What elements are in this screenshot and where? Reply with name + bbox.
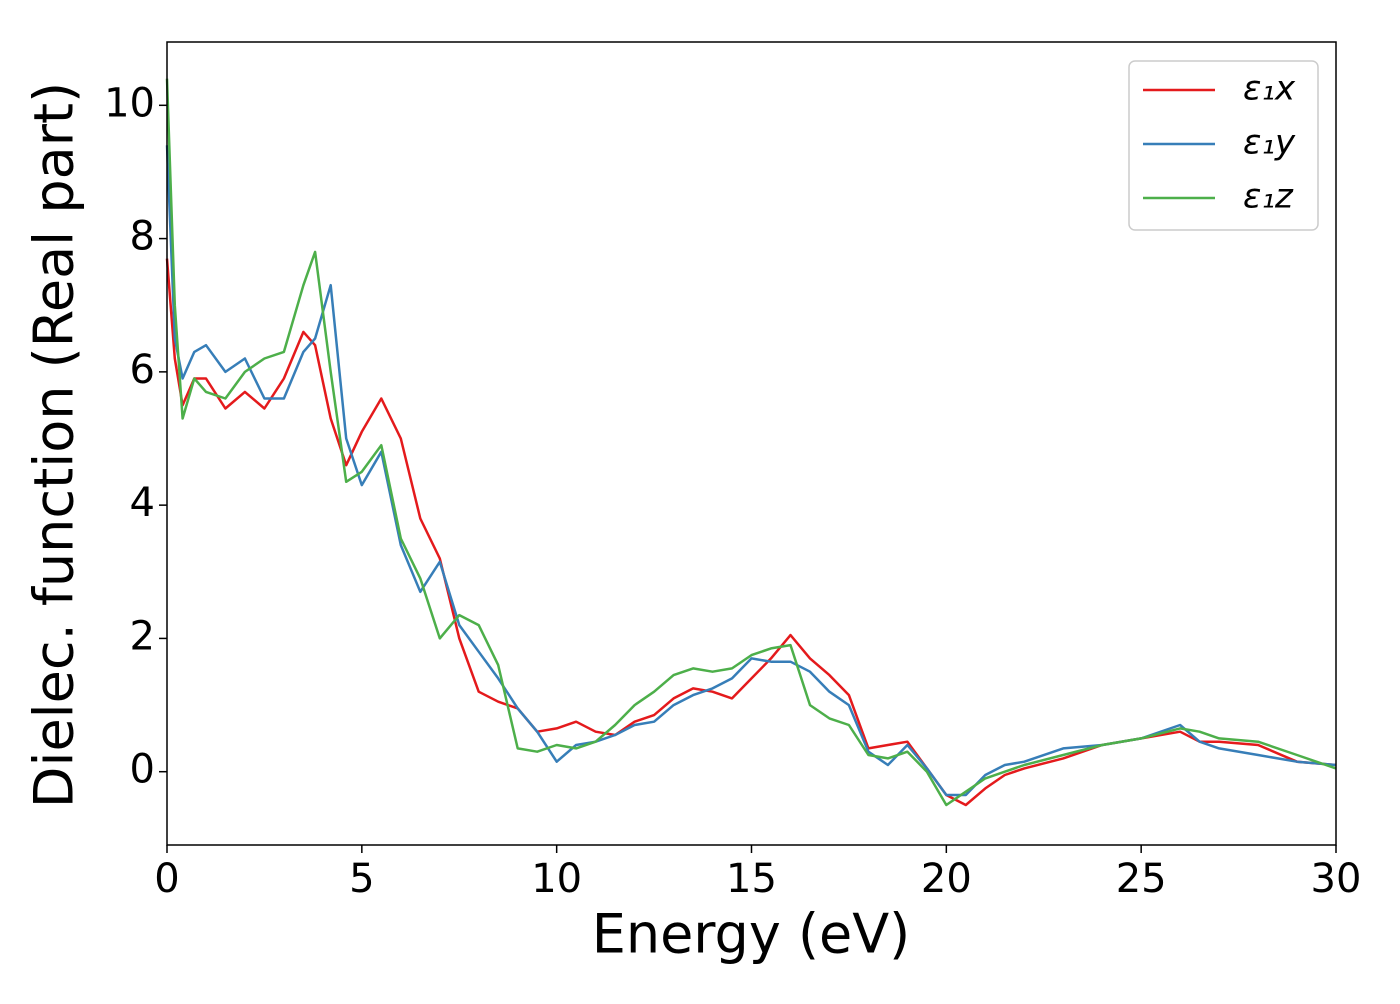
plot-frame <box>166 41 1337 846</box>
x-tick-label: 20 <box>921 856 972 902</box>
y-tick-label: 0 <box>130 747 155 793</box>
legend-box <box>1128 60 1319 231</box>
x-tick-label: 10 <box>531 856 582 902</box>
y-tick-label: 4 <box>130 480 155 526</box>
data-line <box>165 78 1337 807</box>
legend-label: ε₁z <box>1243 177 1294 217</box>
x-tick-label: 0 <box>154 856 179 902</box>
x-tick-label: 25 <box>1116 856 1167 902</box>
y-tick-label: 10 <box>104 80 155 126</box>
y-axis-label: Dielec. function (Real part) <box>23 82 86 808</box>
y-tick-label: 6 <box>130 347 155 393</box>
x-tick-label: 30 <box>1311 856 1362 902</box>
y-tick-label: 8 <box>130 214 155 260</box>
x-tick-label: 5 <box>349 856 374 902</box>
legend-label: ε₁y <box>1243 123 1296 163</box>
x-axis-label: Energy (eV) <box>592 903 911 966</box>
legend-label: ε₁x <box>1243 69 1296 109</box>
y-tick-label: 2 <box>130 613 155 659</box>
x-tick-label: 15 <box>726 856 777 902</box>
data-line <box>165 145 1337 797</box>
data-line <box>165 258 1337 807</box>
